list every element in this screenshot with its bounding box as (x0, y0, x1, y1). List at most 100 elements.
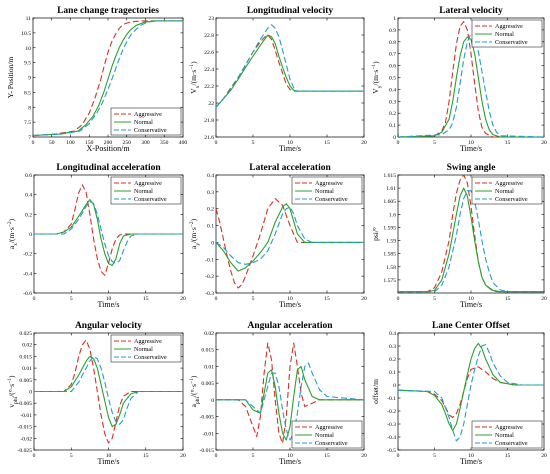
y-tick-label: 9 (28, 76, 31, 82)
y-tick-label: 0.2 (389, 357, 396, 363)
legend-label: Normal (495, 188, 514, 195)
legend-label: Conservative (495, 440, 528, 447)
series-line-conservative (398, 344, 544, 442)
y-axis-label: psi/° (371, 227, 380, 241)
x-tick-label: 10 (468, 296, 474, 302)
chart-title: Angular acceleration (247, 321, 333, 331)
x-tick-label: 15 (324, 296, 330, 302)
chart-panel-9: 0 5 10 15 20 -0.5 -0.4 -0.3 -0.2 -0.1 0 0.1 0.2 0.3 0.… (371, 321, 547, 466)
y-tick-label: 1.575 (383, 278, 396, 284)
y-tick-label: 8.5 (24, 90, 31, 96)
y-tick-label: -0.005 (18, 401, 33, 407)
legend-label: Normal (134, 346, 153, 353)
y-tick-label: 23 (208, 16, 214, 22)
series-line-normal (216, 203, 364, 272)
y-tick-label: 21.6 (204, 135, 214, 141)
series-line-normal (34, 199, 183, 267)
x-tick-label: 300 (141, 140, 150, 146)
x-tick-label: 5 (252, 140, 255, 146)
x-tick-label: 5 (252, 296, 255, 302)
y-tick-label: 0.9 (389, 28, 396, 34)
series-line-conservative (398, 190, 544, 293)
series-line-conservative (34, 355, 183, 425)
y-tick-label: 0 (211, 398, 214, 404)
y-tick-label: -0.1 (205, 257, 214, 263)
x-tick-label: 20 (541, 140, 547, 146)
y-tick-label: -0.2 (387, 409, 396, 415)
y-tick-label: 0.6 (25, 173, 32, 179)
x-tick-label: 0 (215, 296, 218, 302)
chart-panel-3: 0 5 10 15 20 0 0.1 0.2 0.3 0.4 0.5 0.6 0.7 0.8 0.9 1 Lat… (371, 6, 547, 153)
x-axis-label: Time/s (460, 457, 482, 466)
series-line-aggressive (33, 20, 183, 137)
legend-label: Aggressive (495, 23, 523, 30)
series-line-aggressive (398, 366, 544, 419)
series-line-conservative (34, 201, 183, 265)
x-tick-label: 0 (215, 140, 218, 146)
x-axis-label: X-Position/m (86, 144, 130, 153)
series-line-normal (33, 20, 183, 137)
legend-label: Aggressive (134, 338, 162, 345)
chart-title: Lane change tragectories (57, 6, 159, 16)
legend-label: Normal (134, 188, 153, 195)
x-tick-label: 20 (361, 140, 367, 146)
x-tick-label: 0 (215, 453, 218, 459)
x-tick-label: 5 (433, 140, 436, 146)
series-line-aggressive (216, 198, 364, 289)
x-axis-label: Time/s (98, 457, 120, 466)
chart-panel-5: 0 5 10 15 20 -0.3 -0.2 -0.1 0 0.1 0.2 0.3 0.4 Lateral… (189, 163, 367, 309)
legend-label: Conservative (495, 196, 528, 203)
y-tick-label: 22.4 (204, 67, 214, 73)
y-tick-label: 1.605 (383, 199, 396, 205)
x-axis-label: Time/s (279, 457, 301, 466)
y-tick-label: 0.01 (204, 364, 214, 370)
y-axis-label: Vy/(m·s−1) (371, 61, 383, 94)
legend-label: Normal (495, 432, 514, 439)
chart-panel-7: 0 5 10 15 20 -0.025 -0.02 -0.015 -0.01 -0.005 0 0.0… (7, 321, 186, 466)
y-tick-label: -0.2 (205, 274, 214, 280)
legend-label: Normal (495, 31, 514, 38)
x-tick-label: 15 (324, 140, 330, 146)
y-tick-label: 1 (393, 16, 396, 22)
x-tick-label: 0 (32, 140, 35, 146)
chart-panel-2: 0 5 10 15 20 21.6 21.8 22 22.2 22.4 22.6 22.8 23 Long… (189, 6, 367, 153)
y-tick-label: 1.61 (386, 186, 396, 192)
y-tick-label: 21.8 (204, 118, 214, 124)
x-tick-label: 20 (541, 453, 547, 459)
chart-panel-8: 0 5 10 15 20 -0.015 -0.01 -0.005 0 0.005 0.01 0.015… (189, 321, 367, 466)
chart-panel-6: 0 5 10 15 20 1.575 1.58 1.585 1.59 1.595 1.6 1.605 1… (371, 163, 547, 309)
y-tick-label: 0.3 (389, 99, 396, 105)
y-tick-label: 1.595 (383, 225, 396, 231)
series-line-aggressive (34, 339, 183, 444)
legend-label: Conservative (495, 39, 528, 46)
series-line-conservative (398, 32, 544, 137)
x-tick-label: 15 (505, 453, 511, 459)
legend-label: Conservative (134, 196, 167, 203)
legend-label: Aggressive (495, 424, 523, 431)
series-line-aggressive (216, 342, 364, 444)
y-tick-label: 0.015 (19, 354, 32, 360)
y-tick-label: 0 (211, 240, 214, 246)
y-tick-label: -0.3 (205, 291, 214, 297)
x-tick-label: 15 (505, 140, 511, 146)
x-tick-label: 5 (70, 453, 73, 459)
y-tick-label: 0.6 (389, 64, 396, 70)
y-tick-label: -0.4 (23, 271, 32, 277)
y-tick-label: 0.4 (207, 173, 214, 179)
x-tick-label: 0 (397, 296, 400, 302)
x-tick-label: 20 (180, 296, 186, 302)
x-tick-label: 10 (287, 296, 293, 302)
y-tick-label: 0.5 (389, 76, 396, 82)
y-axis-label: vphi/(°·s−1) (7, 375, 19, 408)
y-tick-label: 10.5 (21, 31, 31, 37)
y-tick-label: 0.005 (19, 378, 32, 384)
y-tick-label: -0.025 (18, 448, 33, 454)
series-line-aggressive (398, 21, 544, 137)
x-tick-label: 200 (104, 140, 113, 146)
x-tick-label: 5 (70, 296, 73, 302)
